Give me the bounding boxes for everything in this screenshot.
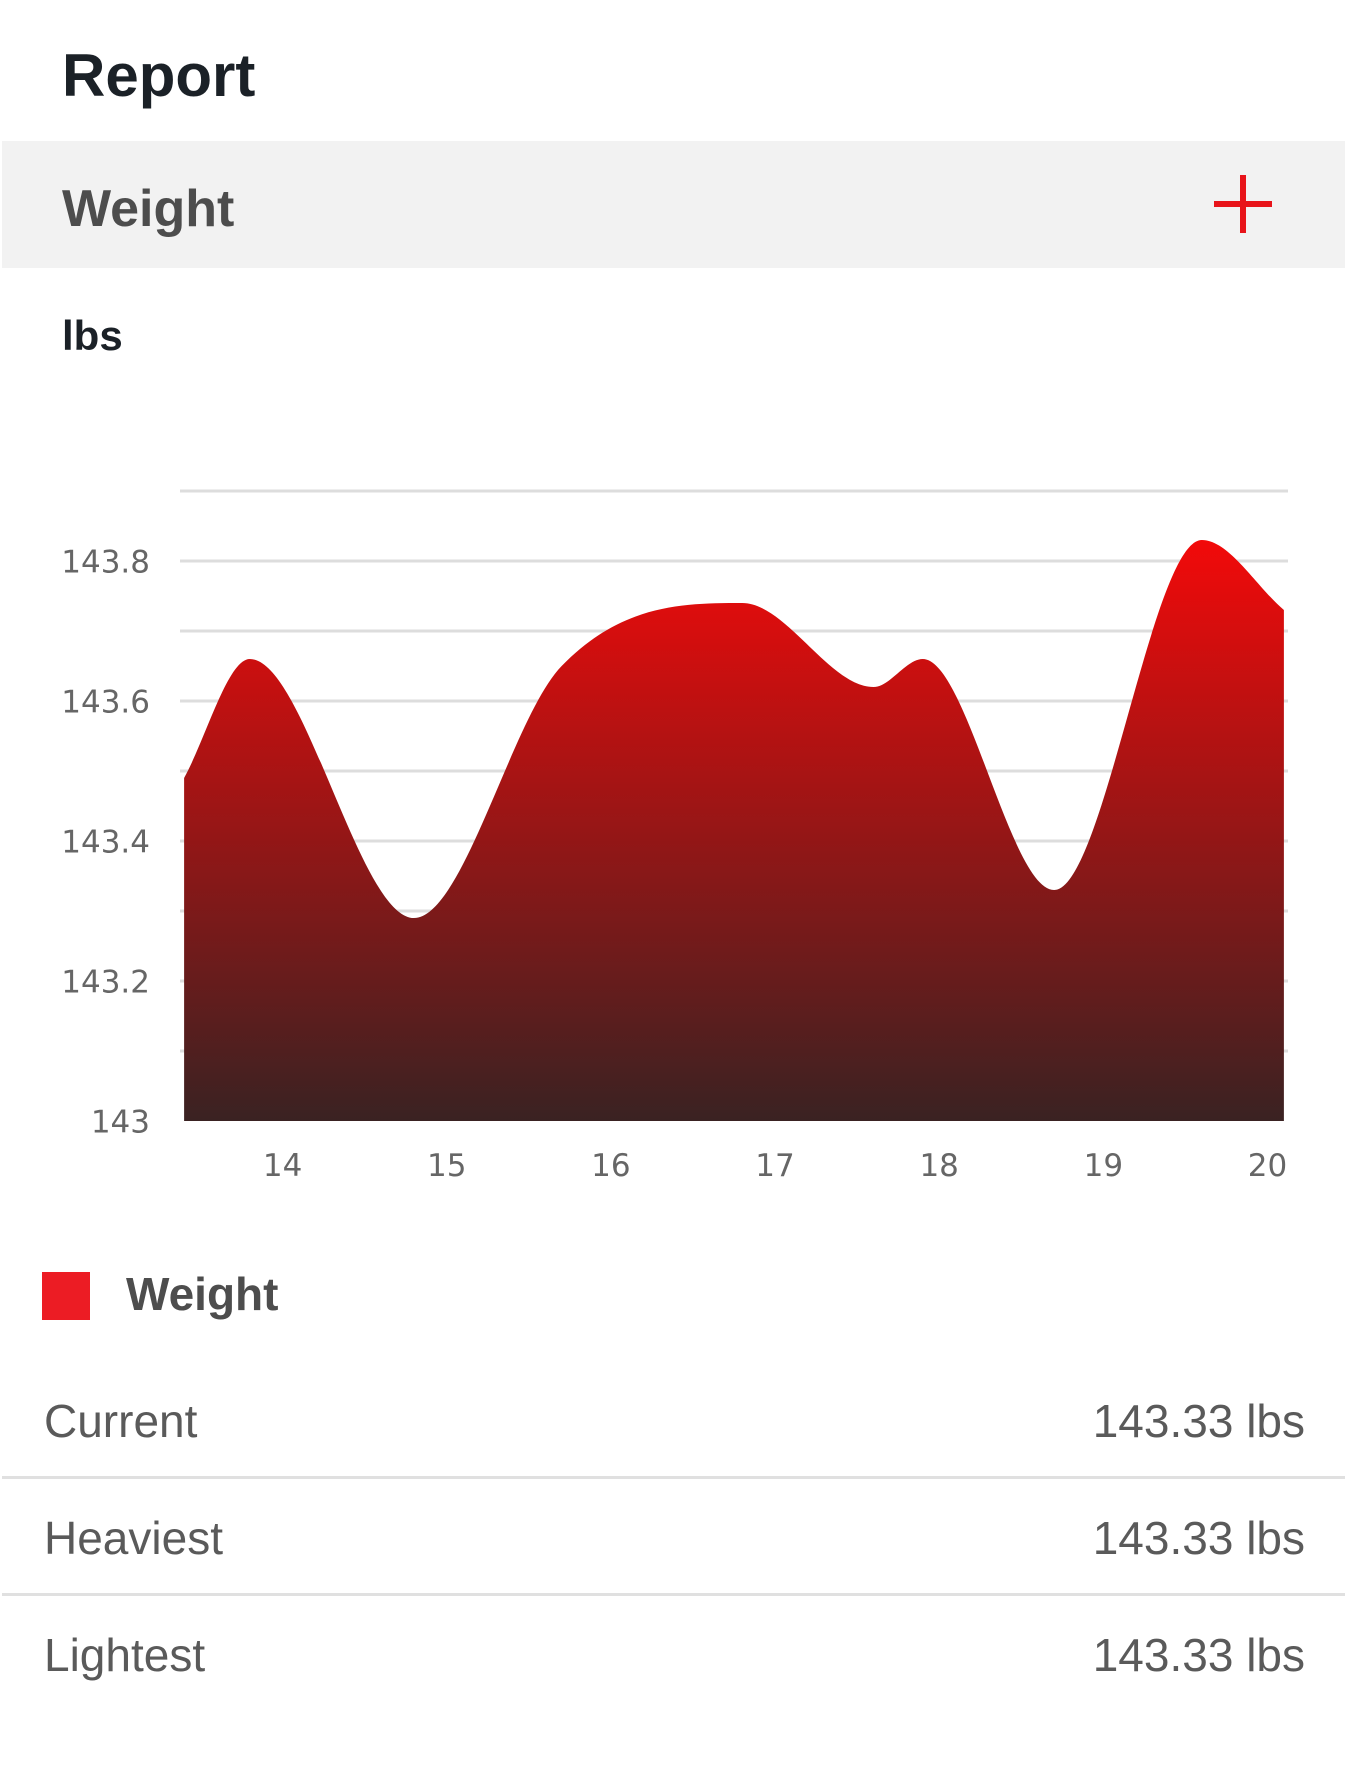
stats-list: Current 143.33 lbs Heaviest 143.33 lbs L… bbox=[0, 1362, 1345, 1713]
page-title: Report bbox=[62, 42, 256, 109]
weight-chart: 143 143.2 143.4 143.6 143.8 14 15 16 17 18 19 20 bbox=[61, 489, 1288, 1184]
unit-label: lbs bbox=[62, 312, 123, 359]
x-tick-label: 19 bbox=[1084, 1148, 1123, 1184]
y-tick-label: 143.6 bbox=[61, 685, 150, 721]
y-tick-label: 143.2 bbox=[61, 965, 150, 1001]
x-tick-label: 17 bbox=[755, 1148, 794, 1184]
stat-value: 143.33 lbs bbox=[1092, 1395, 1305, 1447]
y-tick-label: 143 bbox=[91, 1105, 150, 1141]
x-tick-label: 14 bbox=[263, 1148, 302, 1184]
divider bbox=[2, 1476, 1345, 1479]
x-axis: 14 15 16 17 18 19 20 bbox=[263, 1148, 1287, 1184]
section-header: Weight bbox=[2, 141, 1345, 268]
stat-row-lightest: Lightest 143.33 lbs bbox=[0, 1596, 1345, 1713]
weight-area bbox=[184, 540, 1284, 1121]
x-tick-label: 18 bbox=[919, 1148, 958, 1184]
stat-label: Heaviest bbox=[44, 1512, 223, 1564]
add-weight-button[interactable] bbox=[1210, 171, 1276, 237]
legend-swatch bbox=[42, 1272, 90, 1320]
stat-row-heaviest: Heaviest 143.33 lbs bbox=[0, 1479, 1345, 1596]
y-tick-label: 143.8 bbox=[61, 545, 150, 581]
stat-value: 143.33 lbs bbox=[1092, 1512, 1305, 1564]
stat-row-current: Current 143.33 lbs bbox=[0, 1362, 1345, 1479]
legend-label: Weight bbox=[126, 1268, 279, 1320]
y-axis: 143 143.2 143.4 143.6 143.8 bbox=[61, 545, 150, 1141]
y-tick-label: 143.4 bbox=[61, 825, 150, 861]
x-tick-label: 16 bbox=[591, 1148, 630, 1184]
stat-label: Lightest bbox=[44, 1629, 206, 1681]
stat-label: Current bbox=[44, 1395, 198, 1447]
divider bbox=[2, 1593, 1345, 1596]
stat-value: 143.33 lbs bbox=[1092, 1629, 1305, 1681]
section-title: Weight bbox=[62, 180, 235, 238]
x-tick-label: 15 bbox=[427, 1148, 466, 1184]
x-tick-label: 20 bbox=[1248, 1148, 1287, 1184]
